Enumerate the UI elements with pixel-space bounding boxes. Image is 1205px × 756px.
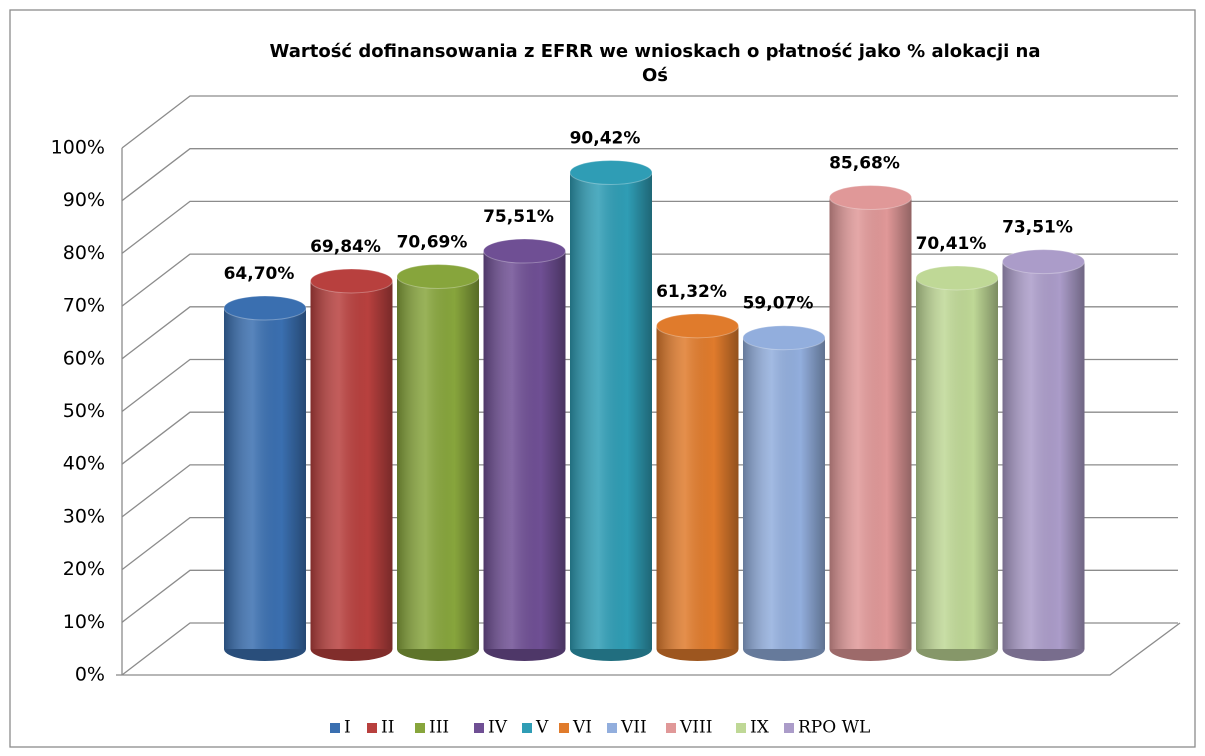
legend-swatch [330,723,340,733]
chart-title: Oś [642,65,668,86]
legend-swatch [367,723,377,733]
legend-label: IX [750,718,770,738]
y-tick-label: 40% [63,453,105,475]
legend-label: VI [572,718,592,738]
legend-label: VIII [679,718,712,738]
grid-line [121,148,1178,202]
cylinder-shade [743,337,825,649]
data-label: 61,32% [656,282,727,302]
data-label: 70,69% [397,232,468,252]
cylinder-shade [310,280,393,649]
cylinder-top [829,184,912,210]
legend-label: IV [488,718,508,738]
cylinder-shade [397,276,479,649]
y-tick-label: 0% [75,664,105,686]
legend-label: VII [620,718,647,738]
cylinder-shade [656,325,739,649]
cylinder-shade [916,277,998,649]
data-label: 90,42% [570,128,641,148]
data-label: 73,51% [1002,218,1073,238]
data-label: 70,41% [916,234,987,254]
y-tick-label: 70% [63,295,105,317]
data-label: 85,68% [829,153,900,173]
cylinder-top [310,268,393,294]
cylinder-top [483,238,566,264]
y-tick-label: 50% [63,400,105,422]
y-tick-label: 80% [63,242,105,264]
cylinder-top [742,325,826,351]
legend-swatch [736,723,746,733]
chart-title: Wartość dofinansowania z EFRR we wnioska… [269,41,1040,62]
legend-swatch [415,723,425,733]
cylinder-top [396,263,480,289]
cylinder-top [569,159,653,185]
legend-swatch [784,723,794,733]
legend-swatch [559,723,569,733]
legend-label: V [535,718,549,738]
y-tick-label: 60% [63,347,105,369]
cylinder-top [656,313,739,339]
y-tick-label: 20% [63,558,105,580]
y-tick-label: 30% [63,505,105,527]
legend-label: I [344,718,351,738]
data-label: 75,51% [483,207,554,227]
y-tick-label: 100% [51,137,105,159]
legend-swatch [666,723,676,733]
legend-swatch [474,723,484,733]
legend-label: RPO WL [798,718,870,738]
cylinder-shade [483,251,566,649]
y-tick-label: 90% [63,189,105,211]
grid-line [121,95,1178,149]
data-label: 59,07% [743,294,814,314]
cylinder-top [1002,249,1085,275]
legend-swatch [522,723,532,733]
legend-label: III [429,718,449,738]
cylinder-shade [570,172,652,649]
cylinder-top [915,265,999,291]
data-label: 64,70% [224,264,295,284]
cylinder-shade [224,308,306,649]
floor [122,622,1181,676]
legend-swatch [607,723,617,733]
y-tick-label: 10% [63,611,105,633]
legend-label: II [381,718,394,738]
cylinder-shade [829,197,912,649]
cylinder-shade [1002,261,1085,649]
data-label: 69,84% [310,237,381,257]
cylinder-top [223,295,307,321]
